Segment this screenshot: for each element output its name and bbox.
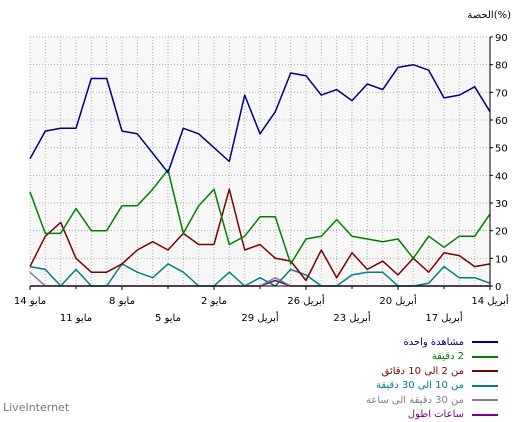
legend-label: ساعات اطول — [408, 409, 464, 420]
chart-container: الحصة(%) 0 10 20 30 40 50 60 70 80 90 14 مايو 8 ما… — [0, 0, 520, 330]
y-tick-label: 20 — [495, 227, 508, 238]
legend-swatch — [472, 370, 498, 372]
x-tick-label: 29 أبريل — [241, 311, 279, 324]
y-tick-label: 90 — [495, 33, 508, 44]
legend-item: من 30 دقيقة الى ساعة — [366, 393, 498, 408]
plot-area — [30, 37, 490, 286]
x-tick-label: 14 أبريل — [471, 294, 509, 307]
line-chart: الحصة(%) 0 10 20 30 40 50 60 70 80 90 14 مايو 8 ما… — [0, 0, 520, 330]
y-tick-label: 30 — [495, 199, 508, 210]
legend-item: مشاهدة واحدة — [366, 335, 498, 350]
legend-label: 2 دقيقة — [432, 351, 464, 362]
legend-item: من 2 الى 10 دقائق — [366, 364, 498, 379]
y-tick-label: 0 — [495, 282, 501, 293]
legend-item: من 10 الى 30 دقيقة — [366, 379, 498, 394]
x-tick-label: 26 أبريل — [287, 294, 325, 307]
legend-label: من 2 الى 10 دقائق — [382, 366, 464, 377]
x-tick-label: 5 مايو — [155, 313, 181, 324]
y-tick-label: 60 — [495, 116, 508, 127]
x-tick-label: 23 أبريل — [333, 311, 371, 324]
legend-swatch — [472, 399, 498, 401]
x-tick-label: 17 أبريل — [425, 311, 463, 324]
y-tick-label: 80 — [495, 61, 508, 72]
legend-item: 2 دقيقة — [366, 350, 498, 365]
x-tick-label: 20 أبريل — [379, 294, 417, 307]
x-tick-label: 11 مايو — [60, 313, 92, 324]
y-axis-label: الحصة(%) — [467, 10, 511, 21]
x-tick-label: 14 مايو — [14, 296, 46, 307]
legend-swatch — [472, 414, 498, 416]
legend-item: ساعات اطول — [366, 408, 498, 422]
y-tick-label: 50 — [495, 144, 508, 155]
y-axis-ticks: 0 10 20 30 40 50 60 70 80 90 — [490, 33, 508, 293]
legend: مشاهدة واحدة 2 دقيقة من 2 الى 10 دقائق من 1… — [366, 335, 498, 422]
y-tick-label: 40 — [495, 171, 508, 182]
plot-background — [30, 37, 490, 286]
x-tick-label: 8 مايو — [109, 296, 135, 307]
watermark: LiveInternet — [3, 401, 69, 414]
y-tick-label: 10 — [495, 254, 508, 265]
y-tick-label: 70 — [495, 88, 508, 99]
x-axis-ticks: 14 مايو 8 مايو 2 مايو 26 أبريل 20 أبريل 14 أب… — [14, 286, 509, 324]
legend-swatch — [472, 341, 498, 343]
legend-label: من 30 دقيقة الى ساعة — [366, 395, 464, 406]
legend-swatch — [472, 385, 498, 387]
legend-swatch — [472, 356, 498, 358]
x-tick-label: 2 مايو — [201, 296, 227, 307]
legend-label: مشاهدة واحدة — [403, 337, 464, 348]
legend-label: من 10 الى 30 دقيقة — [376, 380, 464, 391]
